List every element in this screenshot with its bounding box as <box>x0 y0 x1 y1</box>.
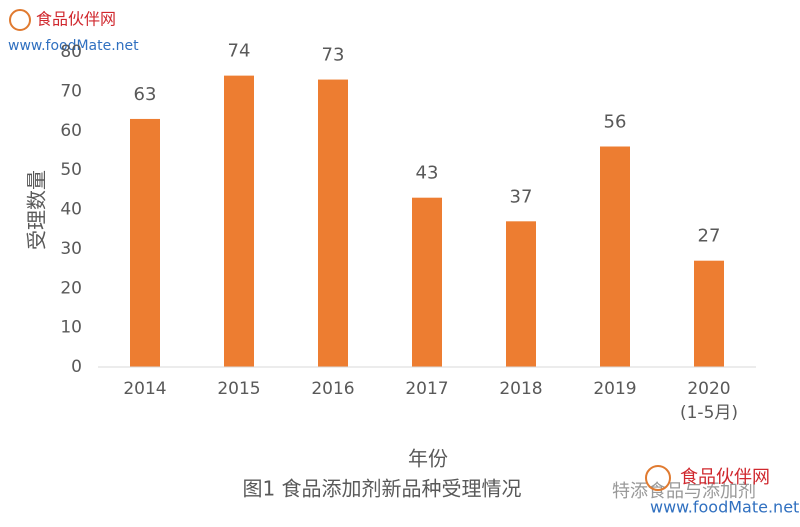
value-label: 37 <box>510 186 533 207</box>
value-label: 73 <box>322 45 345 66</box>
watermark-url: www.foodMate.net <box>650 498 799 517</box>
caption: 图1 食品添加剂新品种受理情况 <box>242 477 521 501</box>
x-tick-label: 2015 <box>217 379 261 399</box>
bar <box>506 221 536 367</box>
x-tick-label: 2017 <box>405 379 449 399</box>
bar <box>600 146 630 367</box>
x-tick-label: 2019 <box>593 379 637 399</box>
value-label: 27 <box>698 226 721 247</box>
watermark-logo <box>9 9 31 31</box>
y-axis-label: 受理数量 <box>25 170 49 250</box>
y-tick-label: 0 <box>71 357 82 377</box>
watermark-logo <box>645 465 671 491</box>
y-tick-label: 70 <box>60 81 82 101</box>
bar <box>224 75 254 367</box>
watermark-name: 食品伙伴网 <box>680 467 770 488</box>
value-label: 63 <box>134 84 157 105</box>
bar <box>318 79 348 367</box>
watermark-url: www.foodMate.net <box>8 38 139 54</box>
value-label: 56 <box>604 112 627 133</box>
y-tick-label: 20 <box>60 278 82 298</box>
y-tick-label: 50 <box>60 160 82 180</box>
x-tick-label: 2020 (1-5月) <box>679 379 739 423</box>
x-tick-label: 2018 <box>499 379 543 399</box>
x-axis-label: 年份 <box>408 447 448 471</box>
value-label: 74 <box>228 41 251 62</box>
x-tick-label: 2016 <box>311 379 355 399</box>
bar <box>694 260 724 367</box>
y-tick-label: 40 <box>60 200 82 220</box>
y-tick-label: 80 <box>60 42 82 62</box>
y-tick-label: 60 <box>60 121 82 141</box>
bar <box>130 118 160 367</box>
value-label: 43 <box>416 163 439 184</box>
x-tick-label: 2014 <box>123 379 167 399</box>
y-tick-label: 30 <box>60 239 82 259</box>
y-tick-label: 10 <box>60 318 82 338</box>
watermark-name: 食品伙伴网 <box>36 10 116 29</box>
bar <box>412 197 442 367</box>
